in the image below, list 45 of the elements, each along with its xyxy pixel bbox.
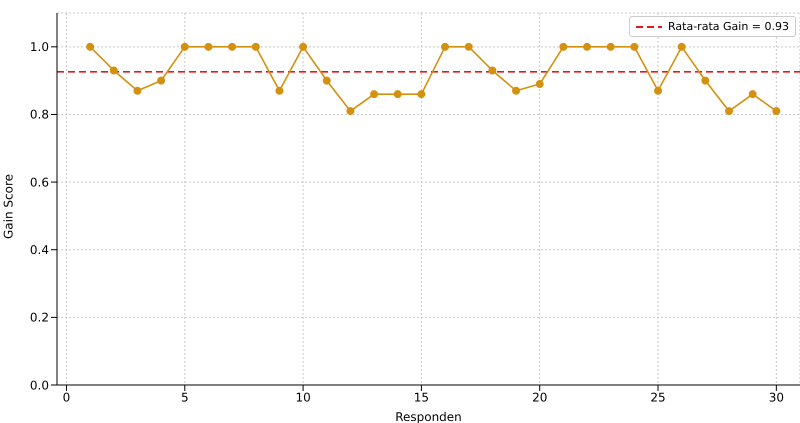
point	[299, 42, 308, 51]
point	[133, 86, 142, 95]
legend-label: Rata-rata Gain = 0.93	[668, 20, 789, 33]
point	[512, 86, 520, 95]
point	[275, 86, 284, 95]
point	[748, 90, 757, 98]
point	[394, 90, 402, 98]
y-axis-title: Gain Score	[1, 174, 16, 239]
point	[157, 76, 166, 85]
x-tick-label: 5	[180, 390, 189, 405]
point	[252, 42, 260, 51]
point	[417, 90, 426, 98]
point	[606, 42, 615, 51]
x-tick-label: 10	[295, 390, 311, 405]
point	[536, 80, 544, 88]
point	[630, 42, 638, 51]
point	[204, 42, 212, 51]
point	[583, 42, 592, 51]
point	[654, 86, 662, 95]
point	[701, 76, 710, 85]
point	[772, 107, 780, 116]
point	[228, 42, 236, 51]
x-tick-label: 20	[532, 390, 548, 405]
y-tick-label: 0.2	[30, 310, 49, 325]
point	[678, 42, 686, 51]
x-tick-label: 25	[650, 390, 666, 405]
point	[559, 42, 568, 51]
point	[346, 107, 354, 116]
point	[322, 76, 331, 85]
point	[725, 107, 734, 116]
point	[86, 42, 94, 51]
y-tick-label: 0.4	[30, 242, 49, 257]
point	[370, 90, 378, 98]
x-tick-label: 15	[414, 390, 430, 405]
point	[464, 42, 473, 51]
y-tick-label: 1.0	[30, 40, 49, 54]
point	[488, 66, 496, 74]
y-tick-label: 0.6	[30, 175, 49, 190]
x-tick-label: 0	[62, 390, 70, 405]
y-tick-label: 0.0	[30, 378, 49, 392]
x-tick-label: 30	[768, 390, 784, 405]
y-tick-label: 0.8	[30, 108, 49, 122]
point	[180, 42, 189, 51]
point	[441, 42, 450, 51]
point	[110, 66, 118, 74]
